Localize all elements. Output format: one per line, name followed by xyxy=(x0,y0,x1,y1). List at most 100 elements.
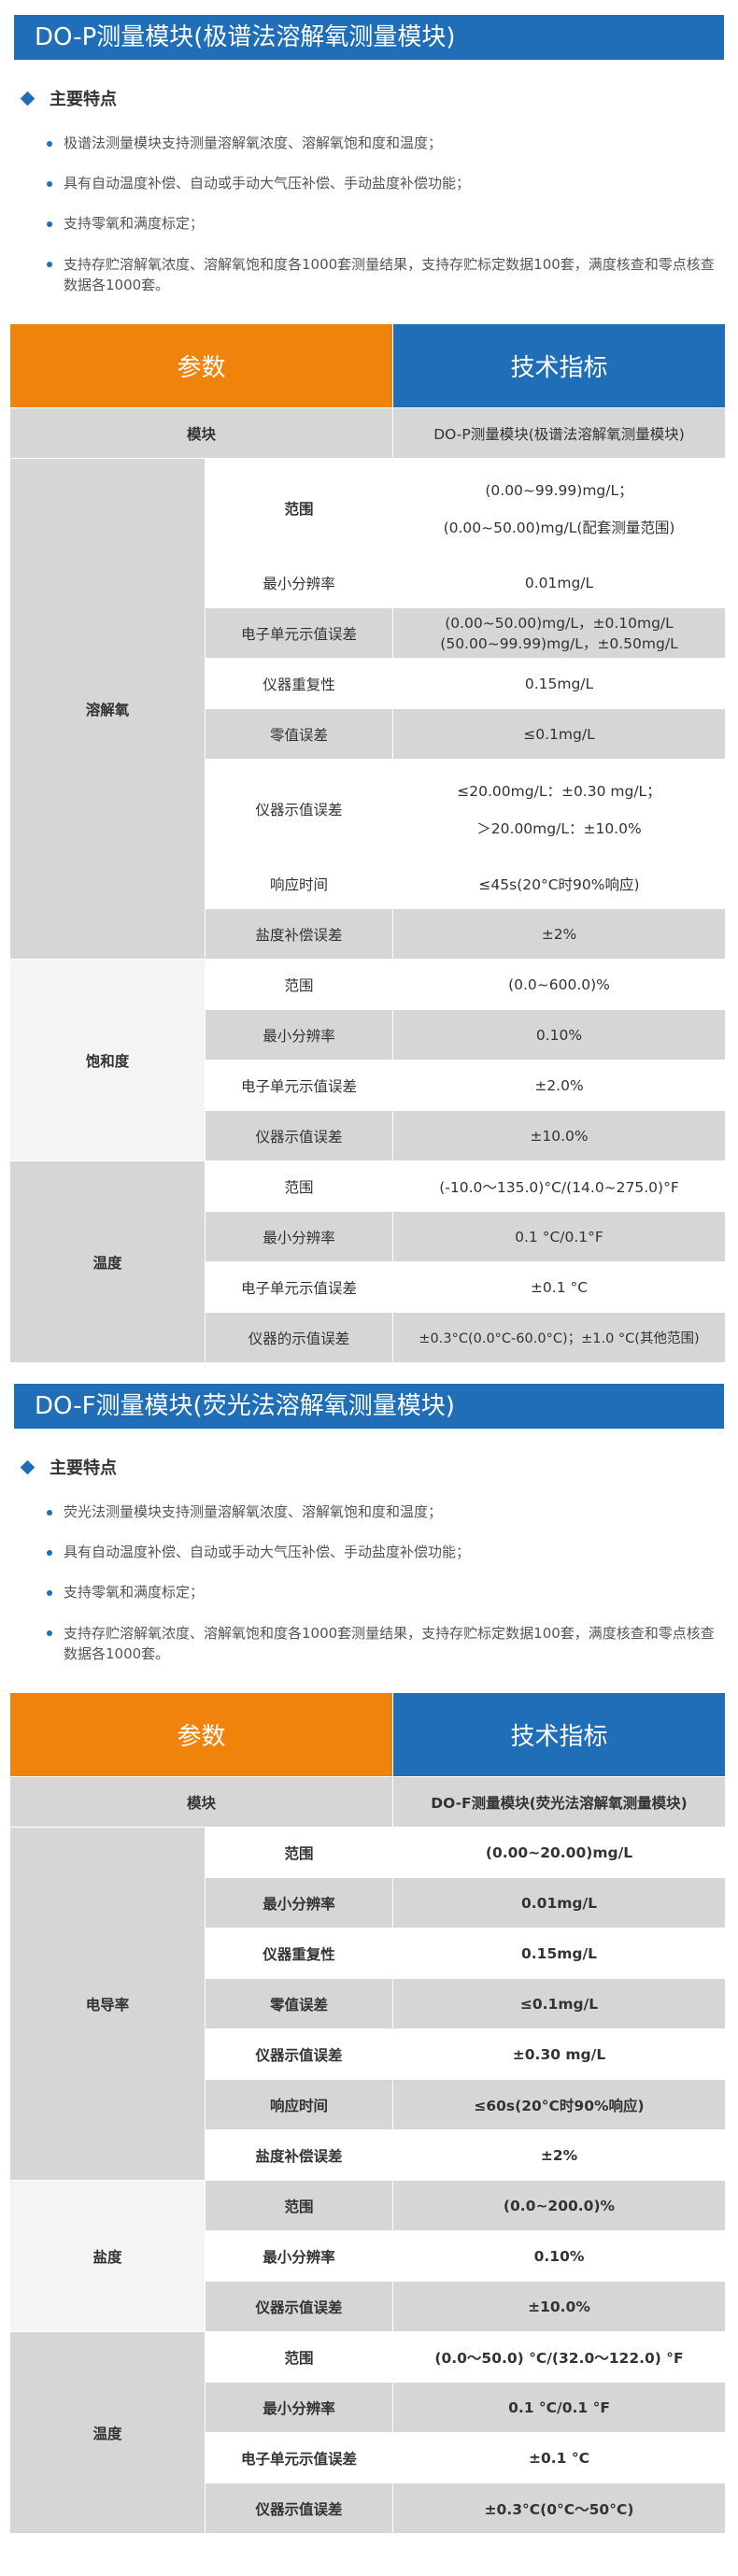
row-label: 仪器示值误差 xyxy=(205,2028,393,2080)
value-line: ≤20.00mg/L：±0.30 mg/L； xyxy=(457,782,661,800)
row-label: 最小分辨率 xyxy=(205,1009,393,1060)
features-block: 主要特点 荧光法测量模块支持测量溶解氧浓度、溶解氧饱和度和温度； 具有自动温度补… xyxy=(0,1429,738,1673)
feature-list: 荧光法测量模块支持测量溶解氧浓度、溶解氧饱和度和温度； 具有自动温度补偿、自动或… xyxy=(19,1492,738,1673)
row-value: ±0.1 °C xyxy=(392,1261,726,1313)
feature-item: 具有自动温度补偿、自动或手动大气压补偿、手动盐度补偿功能； xyxy=(47,164,738,204)
row-label: 仪器示值误差 xyxy=(205,1110,393,1161)
param-header: 参数 xyxy=(9,1692,393,1777)
row-label: 电子单元示值误差 xyxy=(205,1060,393,1111)
feature-item: 荧光法测量模块支持测量溶解氧浓度、溶解氧饱和度和温度； xyxy=(47,1492,738,1532)
do-p-section: DO-P测量模块(极谱法溶解氧测量模块) 主要特点 极谱法测量模块支持测量溶解氧… xyxy=(0,15,738,1363)
row-label: 电子单元示值误差 xyxy=(205,607,393,659)
row-label: 范围 xyxy=(205,2180,393,2231)
row-label: 范围 xyxy=(205,1160,393,1212)
spec-table: 参数 技术指标 模块 DO-F测量模块(荧光法溶解氧测量模块) 电导率 范围 (… xyxy=(9,1692,726,2534)
row-value: ±2.0% xyxy=(392,1060,726,1111)
row-value: ±0.3°C(0.0°C-60.0°C)；±1.0 °C(其他范围) xyxy=(392,1312,726,1363)
features-heading: 主要特点 xyxy=(19,1455,738,1479)
row-value: (0.0~200.0)% xyxy=(392,2180,726,2231)
section-title: DO-P测量模块(极谱法溶解氧测量模块) xyxy=(14,15,724,60)
features-heading: 主要特点 xyxy=(19,86,738,110)
diamond-bullet-icon xyxy=(20,1459,35,1474)
value-line: (0.00~50.00)mg/L(配套测量范围) xyxy=(443,519,675,536)
row-value: ≤0.1mg/L xyxy=(392,708,726,760)
row-label: 范围 xyxy=(205,959,393,1010)
row-value: 0.15mg/L xyxy=(392,1928,726,1979)
spec-header: 技术指标 xyxy=(392,1692,726,1777)
section-title: DO-F测量模块(荧光法溶解氧测量模块) xyxy=(14,1384,724,1429)
module-value: DO-F测量模块(荧光法溶解氧测量模块) xyxy=(392,1776,726,1828)
row-value: ±0.1 °C xyxy=(392,2432,726,2483)
row-label: 最小分辨率 xyxy=(205,557,393,608)
row-label: 范围 xyxy=(205,2331,393,2383)
row-value: (0.00~99.99)mg/L； (0.00~50.00)mg/L(配套测量范… xyxy=(392,458,726,558)
row-label: 响应时间 xyxy=(205,858,393,909)
row-value: ±10.0% xyxy=(392,2281,726,2332)
row-value: ≤45s(20°C时90%响应) xyxy=(392,858,726,909)
features-block: 主要特点 极谱法测量模块支持测量溶解氧浓度、溶解氧饱和度和温度； 具有自动温度补… xyxy=(0,60,738,305)
feature-item: 具有自动温度补偿、自动或手动大气压补偿、手动盐度补偿功能； xyxy=(47,1532,738,1573)
row-value: (-10.0～135.0)°C/(14.0~275.0)°F xyxy=(392,1160,726,1212)
row-label: 电子单元示值误差 xyxy=(205,1261,393,1313)
row-label: 范围 xyxy=(205,1827,393,1878)
row-value: 0.10% xyxy=(392,1009,726,1060)
row-label: 最小分辨率 xyxy=(205,1877,393,1928)
row-label: 最小分辨率 xyxy=(205,2382,393,2433)
row-label: 仪器示值误差 xyxy=(205,759,393,859)
row-value: ±2% xyxy=(392,2129,726,2181)
spec-header: 技术指标 xyxy=(392,323,726,408)
row-label: 最小分辨率 xyxy=(205,2230,393,2282)
row-value: (0.00~50.00)mg/L，±0.10mg/L (50.00~99.99)… xyxy=(392,607,726,659)
group-dissolved-oxygen: 溶解氧 xyxy=(9,458,206,960)
row-label: 响应时间 xyxy=(205,2079,393,2130)
group-conductivity: 电导率 xyxy=(9,1827,206,2181)
row-label: 仪器示值误差 xyxy=(205,2281,393,2332)
do-f-section: DO-F测量模块(荧光法溶解氧测量模块) 主要特点 荧光法测量模块支持测量溶解氧… xyxy=(0,1363,738,2534)
row-label: 最小分辨率 xyxy=(205,1211,393,1262)
spec-table: 参数 技术指标 模块 DO-P测量模块(极谱法溶解氧测量模块) 溶解氧 范围 (… xyxy=(9,323,726,1363)
row-value: ±0.30 mg/L xyxy=(392,2028,726,2080)
value-line: (50.00~99.99)mg/L，±0.50mg/L xyxy=(440,634,678,652)
value-line: (0.00~99.99)mg/L； xyxy=(485,481,633,499)
row-label: 盐度补偿误差 xyxy=(205,908,393,960)
row-value: 0.15mg/L xyxy=(392,658,726,709)
row-value: (0.0~600.0)% xyxy=(392,959,726,1010)
row-value: (0.0～50.0) °C/(32.0～122.0) °F xyxy=(392,2331,726,2383)
row-value: 0.01mg/L xyxy=(392,557,726,608)
row-label: 电子单元示值误差 xyxy=(205,2432,393,2483)
feature-item: 支持存贮溶解氧浓度、溶解氧饱和度各1000套测量结果，支持存贮标定数据100套，… xyxy=(47,244,717,305)
value-line: ＞20.00mg/L：±10.0% xyxy=(476,819,642,837)
row-label: 零值误差 xyxy=(205,1978,393,2029)
feature-item: 极谱法测量模块支持测量溶解氧浓度、溶解氧饱和度和温度； xyxy=(47,123,738,164)
row-value: ±2% xyxy=(392,908,726,960)
feature-item: 支持零氧和满度标定； xyxy=(47,204,738,244)
group-temperature: 温度 xyxy=(9,2331,206,2534)
feature-list: 极谱法测量模块支持测量溶解氧浓度、溶解氧饱和度和温度； 具有自动温度补偿、自动或… xyxy=(19,123,738,305)
row-label: 范围 xyxy=(205,458,393,558)
group-salinity: 盐度 xyxy=(9,2180,206,2332)
row-label: 仪器示值误差 xyxy=(205,2483,393,2534)
row-value: ≤20.00mg/L：±0.30 mg/L； ＞20.00mg/L：±10.0% xyxy=(392,759,726,859)
row-label: 零值误差 xyxy=(205,708,393,760)
value-line: (0.00~50.00)mg/L，±0.10mg/L xyxy=(445,614,674,632)
feature-item: 支持存贮溶解氧浓度、溶解氧饱和度各1000套测量结果，支持存贮标定数据100套，… xyxy=(47,1613,717,1673)
group-temperature: 温度 xyxy=(9,1160,206,1363)
module-label: 模块 xyxy=(9,407,393,459)
features-heading-text: 主要特点 xyxy=(50,90,117,109)
row-value: 0.01mg/L xyxy=(392,1877,726,1928)
row-value: ≤60s(20°C时90%响应) xyxy=(392,2079,726,2130)
row-value: 0.10% xyxy=(392,2230,726,2282)
row-value: 0.1 °C/0.1°F xyxy=(392,1211,726,1262)
feature-item: 支持零氧和满度标定； xyxy=(47,1573,738,1613)
row-value: 0.1 °C/0.1 °F xyxy=(392,2382,726,2433)
row-value: ±0.3°C(0°C～50°C) xyxy=(392,2483,726,2534)
features-heading-text: 主要特点 xyxy=(50,1459,117,1478)
row-value: ≤0.1mg/L xyxy=(392,1978,726,2029)
row-label: 盐度补偿误差 xyxy=(205,2129,393,2181)
group-saturation: 饱和度 xyxy=(9,959,206,1161)
row-label: 仪器的示值误差 xyxy=(205,1312,393,1363)
row-value: ±10.0% xyxy=(392,1110,726,1161)
row-value: (0.00~20.00)mg/L xyxy=(392,1827,726,1878)
diamond-bullet-icon xyxy=(20,91,35,106)
module-value: DO-P测量模块(极谱法溶解氧测量模块) xyxy=(392,407,726,459)
